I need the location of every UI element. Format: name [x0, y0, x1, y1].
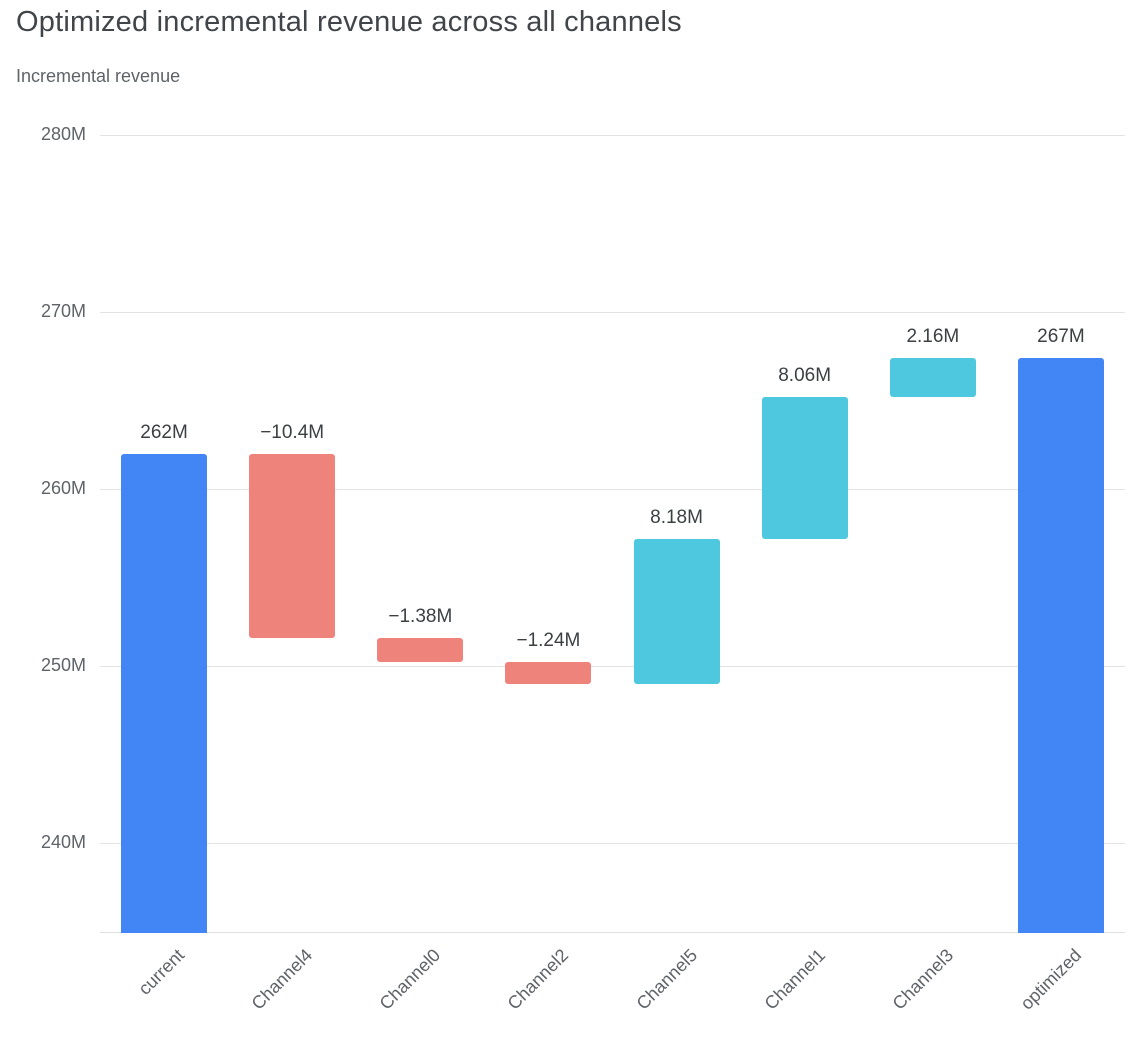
- y-tick-label-260M: 260M: [40, 478, 86, 499]
- plot-area: 262M −10.4M −1.38M −1.24M 8.18M 8.06M 2.16M 267…: [100, 120, 1125, 933]
- x-tick-label-Channel4: Channel4: [247, 945, 317, 1014]
- chart-title: Optimized incremental revenue across all…: [16, 6, 682, 38]
- y-tick-label-250M: 250M: [40, 655, 86, 676]
- data-label-Channel2: −1.24M: [516, 630, 581, 652]
- bar-Channel4[interactable]: [249, 453, 336, 638]
- x-tick-label-Channel3: Channel3: [888, 945, 957, 1014]
- bar-Channel1[interactable]: [761, 396, 848, 540]
- gridline-270M: [100, 312, 1125, 314]
- data-label-current: 262M: [140, 421, 188, 443]
- data-label-Channel5: 8.18M: [650, 507, 703, 529]
- gridline-280M: [100, 135, 1125, 136]
- x-axis-baseline: [100, 932, 1125, 933]
- chart-subtitle: Incremental revenue: [16, 66, 181, 86]
- bar-Channel0[interactable]: [377, 637, 464, 663]
- data-label-Channel3: 2.16M: [906, 326, 960, 348]
- x-tick-label-Channel5: Channel5: [632, 945, 701, 1014]
- data-label-Channel1: 8.06M: [778, 364, 832, 386]
- y-tick-label-240M: 240M: [40, 832, 86, 853]
- gridline-250M: [100, 666, 1125, 668]
- bar-current[interactable]: [121, 453, 208, 933]
- data-label-Channel4: −10.4M: [260, 421, 325, 443]
- data-label-optimized: 267M: [1037, 326, 1085, 348]
- x-tick-label-Channel0: Channel0: [375, 945, 445, 1014]
- y-tick-label-270M: 270M: [40, 301, 86, 322]
- y-tick-label-280M: 280M: [40, 124, 86, 144]
- bar-Channel5[interactable]: [633, 539, 720, 685]
- x-tick-label-current: current: [134, 945, 189, 999]
- bar-optimized[interactable]: [1017, 358, 1104, 933]
- data-label-Channel0: −1.38M: [388, 605, 453, 627]
- x-tick-label-optimized: optimized: [1016, 945, 1086, 1014]
- x-tick-label-Channel1: Channel1: [760, 945, 829, 1014]
- bar-Channel2[interactable]: [505, 662, 592, 685]
- gridline-260M: [100, 489, 1125, 491]
- gridline-240M: [100, 843, 1125, 845]
- x-tick-label-Channel2: Channel2: [503, 945, 573, 1014]
- bar-Channel3[interactable]: [889, 358, 976, 397]
